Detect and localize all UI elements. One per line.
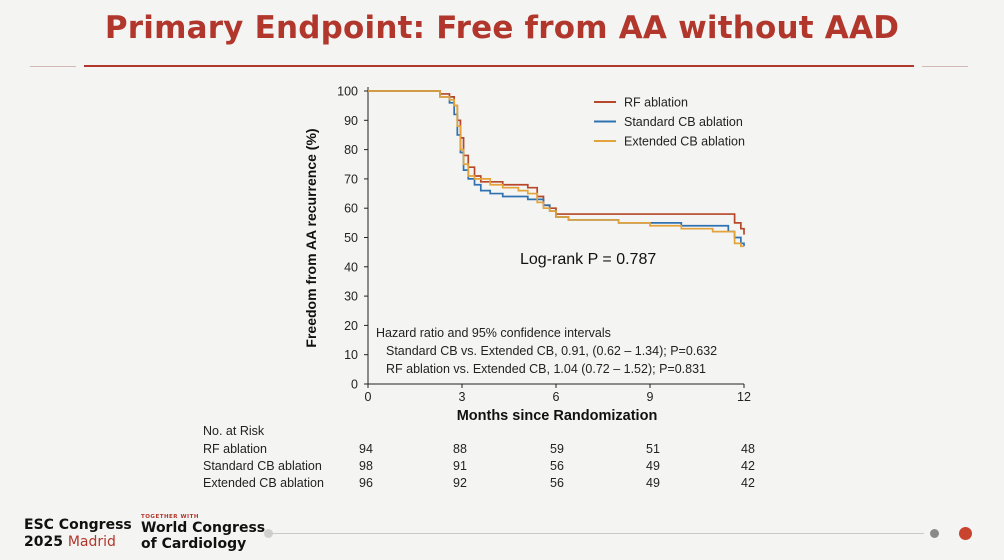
x-tick-label: 0 bbox=[365, 390, 372, 404]
x-tick-label: 9 bbox=[647, 390, 654, 404]
y-tick-label: 40 bbox=[344, 260, 358, 274]
esc-logo-city: Madrid bbox=[67, 534, 116, 550]
risk-value: 49 bbox=[646, 476, 660, 490]
risk-value: 88 bbox=[453, 442, 467, 456]
chart-series bbox=[368, 90, 745, 248]
footer-end-dot bbox=[959, 527, 972, 540]
esc-congress-logo: ESC Congress 2025 Madrid bbox=[24, 517, 132, 551]
risk-value: 59 bbox=[550, 442, 564, 456]
risk-row-label: Extended CB ablation bbox=[203, 476, 324, 490]
esc-logo-year: 2025 bbox=[24, 534, 63, 550]
y-tick-label: 70 bbox=[344, 172, 358, 186]
y-tick-label: 50 bbox=[344, 231, 358, 245]
y-axis-label: Freedom from AA recurrence (%) bbox=[303, 128, 319, 347]
wcc-logo-line2: of Cardiology bbox=[141, 536, 247, 552]
legend-label: Extended CB ablation bbox=[624, 135, 745, 149]
footer-progress-line bbox=[268, 533, 924, 534]
y-tick-label: 10 bbox=[344, 348, 358, 362]
risk-table-header: No. at Risk bbox=[203, 424, 265, 438]
risk-value: 92 bbox=[453, 476, 467, 490]
risk-value: 42 bbox=[741, 476, 755, 490]
title-rule-right bbox=[922, 66, 968, 67]
risk-value: 98 bbox=[359, 459, 373, 473]
y-tick-label: 100 bbox=[337, 85, 358, 99]
y-tick-label: 0 bbox=[351, 378, 358, 392]
risk-value: 91 bbox=[453, 459, 467, 473]
wcc-logo: TOGETHER WITH World Congress of Cardiolo… bbox=[141, 514, 265, 552]
title-rule-left bbox=[30, 66, 76, 67]
hr-title: Hazard ratio and 95% confidence interval… bbox=[376, 326, 611, 340]
hr-line-2: RF ablation vs. Extended CB, 1.04 (0.72 … bbox=[386, 362, 706, 376]
hr-line-1: Standard CB vs. Extended CB, 0.91, (0.62… bbox=[386, 344, 717, 358]
risk-value: 49 bbox=[646, 459, 660, 473]
y-tick-label: 60 bbox=[344, 202, 358, 216]
series-line-2 bbox=[368, 90, 744, 248]
y-tick-label: 90 bbox=[344, 114, 358, 128]
risk-value: 42 bbox=[741, 459, 755, 473]
chart-axes: 0 10 20 30 40 50 60 70 80 90 100 0 3 6 9 12 bbox=[337, 85, 751, 405]
risk-row-label: RF ablation bbox=[203, 442, 267, 456]
risk-row-label: Standard CB ablation bbox=[203, 459, 322, 473]
risk-value: 48 bbox=[741, 442, 755, 456]
title-rule bbox=[84, 65, 914, 67]
logrank-annotation: Log-rank P = 0.787 bbox=[520, 251, 656, 268]
x-axis-label: Months since Randomization bbox=[457, 408, 658, 424]
esc-logo-line2: 2025 Madrid bbox=[24, 534, 132, 551]
risk-value: 56 bbox=[550, 476, 564, 490]
risk-value: 96 bbox=[359, 476, 373, 490]
x-tick-label: 3 bbox=[459, 390, 466, 404]
y-tick-label: 80 bbox=[344, 143, 358, 157]
legend-label: RF ablation bbox=[624, 96, 688, 110]
y-tick-label: 20 bbox=[344, 319, 358, 333]
y-tick-label: 30 bbox=[344, 290, 358, 304]
chart-legend: RF ablation Standard CB ablation Extended … bbox=[594, 96, 745, 149]
footer-progress-dot bbox=[930, 529, 939, 538]
wcc-logo-line1: World Congress bbox=[141, 520, 266, 536]
x-tick-label: 12 bbox=[737, 390, 751, 404]
esc-logo-line1: ESC Congress bbox=[24, 517, 132, 533]
risk-value: 51 bbox=[646, 442, 660, 456]
together-with-label: TOGETHER WITH bbox=[141, 514, 199, 520]
risk-value: 56 bbox=[550, 459, 564, 473]
slide-title: Primary Endpoint: Free from AA without A… bbox=[104, 10, 900, 46]
risk-value: 94 bbox=[359, 442, 373, 456]
x-tick-label: 6 bbox=[553, 390, 560, 404]
legend-label: Standard CB ablation bbox=[624, 115, 743, 129]
